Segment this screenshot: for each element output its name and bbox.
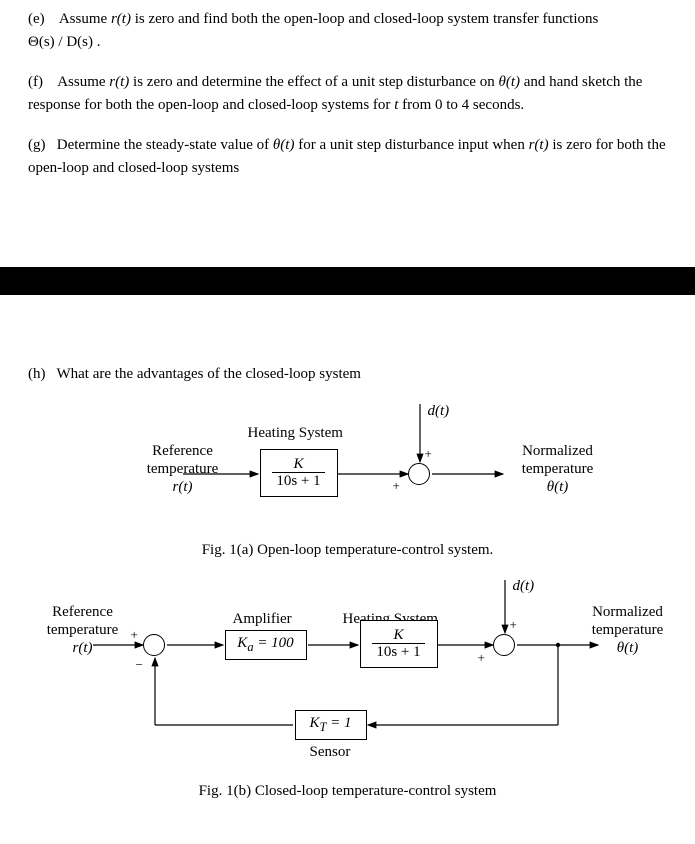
qg-theta: θ(t) xyxy=(273,137,295,153)
fig1a-plant-frac: K 10s + 1 xyxy=(272,456,324,490)
qg-rt: r(t) xyxy=(529,137,549,153)
qe-tf: Θ(s) / D(s) . xyxy=(28,34,101,50)
qf-t: t xyxy=(394,97,398,113)
fig1a-plant-num: K xyxy=(272,456,324,474)
question-f: (f) Assume r(t) is zero and determine th… xyxy=(28,71,667,116)
fig1b-amp-block: Ka = 100 xyxy=(225,630,307,660)
question-h: (h) What are the advantages of the close… xyxy=(28,363,667,386)
fig1a-ref2: temperature xyxy=(147,461,219,477)
page-divider xyxy=(0,267,695,295)
fig1a-out-label: Normalized temperature θ(t) xyxy=(503,442,613,496)
fig1a-out2: temperature xyxy=(522,461,594,477)
fig1b-ref-label: Reference temperature r(t) xyxy=(33,603,133,657)
qf-theta: θ(t) xyxy=(498,74,520,90)
fig1a-summing-junction xyxy=(408,463,430,485)
fig1a-plant-block: K 10s + 1 xyxy=(260,449,338,497)
fig1a-plus-top: + xyxy=(425,446,432,462)
fig1b-minus: − xyxy=(136,657,143,673)
fig1a-ref-label: Reference temperature r(t) xyxy=(128,442,238,496)
question-g: (g) Determine the steady-state value of … xyxy=(28,134,667,179)
fig1b-out2: temperature xyxy=(592,622,664,638)
fig1a-dist: d(t) xyxy=(428,402,450,420)
fig1b-plus2: + xyxy=(510,617,517,633)
qe-rt: r(t) xyxy=(111,11,131,27)
fig1b-amp-val: Ka = 100 xyxy=(237,635,293,655)
fig1b-plant-den: 10s + 1 xyxy=(372,644,424,661)
qf-text-d: from 0 to 4 seconds. xyxy=(402,97,524,113)
fig1b-out1: Normalized xyxy=(592,604,663,620)
fig1b-plant-frac: K 10s + 1 xyxy=(372,627,424,661)
figure-1a: Reference temperature r(t) Heating Syste… xyxy=(68,404,628,534)
fig1b-plus3: + xyxy=(478,650,485,666)
qg-text-b: for a unit step disturbance input when xyxy=(298,137,528,153)
fig1a-plant-den: 10s + 1 xyxy=(272,473,324,490)
fig1b-outvar: θ(t) xyxy=(617,640,639,656)
fig1b-amp-title: Amplifier xyxy=(233,610,292,628)
fig1a-outvar: θ(t) xyxy=(547,479,569,495)
fig1b-plus1: + xyxy=(131,627,138,643)
qf-text-a: Assume xyxy=(57,74,109,90)
fig1b-dist: d(t) xyxy=(513,577,535,595)
qf-text-b: is zero and determine the effect of a un… xyxy=(133,74,498,90)
fig1b-out-label: Normalized temperature θ(t) xyxy=(578,603,678,657)
fig1a-heating-title: Heating System xyxy=(248,424,343,442)
page-content-2: (h) What are the advantages of the close… xyxy=(0,355,695,830)
fig1a-out1: Normalized xyxy=(522,443,593,459)
fig1b-plant-block: K 10s + 1 xyxy=(360,620,438,668)
fig1b-sensor-block: KT = 1 xyxy=(295,710,367,740)
fig1b-plant-num: K xyxy=(372,627,424,645)
fig1a-ref1: Reference xyxy=(152,443,213,459)
fig1b-sensor-val: KT = 1 xyxy=(309,715,351,735)
figure-1b: Reference temperature r(t) + − Amplifier… xyxy=(38,575,658,775)
fig1a-plus-left: + xyxy=(393,478,400,494)
fig1b-caption: Fig. 1(b) Closed-loop temperature-contro… xyxy=(28,783,667,800)
question-e: (e) Assume r(t) is zero and find both th… xyxy=(28,8,667,53)
fig1a-refvar: r(t) xyxy=(173,479,193,495)
qe-label: (e) xyxy=(28,11,45,27)
fig1b-ref2: temperature xyxy=(47,622,119,638)
fig1b-sum1 xyxy=(143,634,165,656)
qh-text: What are the advantages of the closed-lo… xyxy=(56,366,360,382)
qh-label: (h) xyxy=(28,366,46,382)
qf-label: (f) xyxy=(28,74,43,90)
qf-rt: r(t) xyxy=(109,74,129,90)
fig1b-refvar: r(t) xyxy=(73,640,93,656)
qg-label: (g) xyxy=(28,137,46,153)
page-content: (e) Assume r(t) is zero and find both th… xyxy=(0,0,695,227)
qg-text-a: Determine the steady-state value of xyxy=(57,137,273,153)
fig1b-sensor-label: Sensor xyxy=(310,743,351,761)
fig1b-ref1: Reference xyxy=(52,604,113,620)
fig1a-caption: Fig. 1(a) Open-loop temperature-control … xyxy=(28,542,667,559)
fig1b-sum2 xyxy=(493,634,515,656)
qe-text-a: Assume xyxy=(59,11,111,27)
qe-text-b: is zero and find both the open-loop and … xyxy=(135,11,599,27)
